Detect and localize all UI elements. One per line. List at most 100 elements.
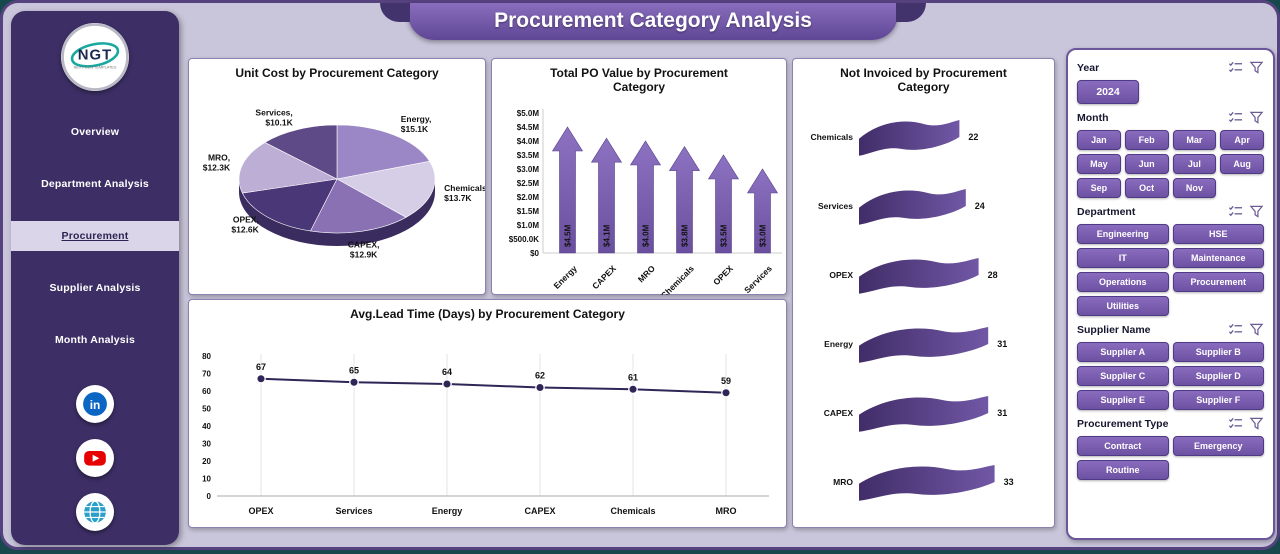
filter-option-supplier-b[interactable]: Supplier B	[1172, 342, 1264, 362]
filter-option-utilities[interactable]: Utilities	[1077, 296, 1169, 316]
multi-select-icon[interactable]	[1228, 204, 1243, 219]
filter-option-nov[interactable]: Nov	[1172, 178, 1217, 198]
multi-select-icon[interactable]	[1228, 60, 1243, 75]
svg-text:Chemicals: Chemicals	[810, 132, 853, 142]
svg-text:67: 67	[256, 362, 266, 372]
svg-text:Energy: Energy	[824, 339, 853, 349]
svg-text:40: 40	[202, 422, 211, 431]
filter-option-supplier-e[interactable]: Supplier E	[1077, 390, 1169, 410]
svg-text:10: 10	[202, 475, 211, 484]
svg-text:20: 20	[202, 457, 211, 466]
procurement-type-filter-label: Procurement Type	[1077, 417, 1169, 430]
filter-option-2024[interactable]: 2024	[1077, 80, 1139, 104]
svg-text:Energy: Energy	[551, 263, 579, 291]
svg-text:22: 22	[968, 132, 978, 142]
supplier-filter-label: Supplier Name	[1077, 323, 1151, 336]
clear-filter-icon[interactable]	[1249, 60, 1264, 75]
filter-option-emergency[interactable]: Emergency	[1172, 436, 1264, 456]
svg-text:MRO: MRO	[833, 477, 853, 487]
svg-text:60: 60	[202, 387, 211, 396]
sidebar: NGT NEXT GEN TEMPLATES Overview Departme…	[11, 11, 179, 545]
filter-option-operations[interactable]: Operations	[1077, 272, 1169, 292]
sidebar-item-supplier-analysis[interactable]: Supplier Analysis	[49, 282, 141, 294]
filter-panel: Year 2024 Month Jan Feb Mar Apr May Jun Jul Aug…	[1066, 48, 1275, 540]
ngt-logo: NGT NEXT GEN TEMPLATES	[61, 23, 129, 91]
linkedin-icon[interactable]: in	[76, 385, 114, 423]
globe-icon[interactable]	[76, 493, 114, 531]
svg-text:$4.0M: $4.0M	[642, 224, 651, 247]
svg-text:Energy,$15.1K: Energy, $15.1K	[401, 114, 432, 134]
svg-text:$4.1M: $4.1M	[603, 224, 612, 247]
procurement-type-filter-header: Procurement Type	[1077, 416, 1264, 431]
svg-text:CAPEX: CAPEX	[524, 506, 555, 516]
svg-text:OPEX: OPEX	[711, 263, 735, 287]
svg-text:MRO: MRO	[636, 263, 657, 284]
filter-option-may[interactable]: May	[1077, 154, 1121, 174]
svg-text:MRO: MRO	[716, 506, 737, 516]
filter-option-sep[interactable]: Sep	[1077, 178, 1121, 198]
filter-option-jun[interactable]: Jun	[1124, 154, 1169, 174]
youtube-icon[interactable]	[76, 439, 114, 477]
department-filter-label: Department	[1077, 205, 1136, 218]
filter-option-jul[interactable]: Jul	[1172, 154, 1217, 174]
svg-text:$1.5M: $1.5M	[517, 207, 540, 216]
clear-filter-icon[interactable]	[1249, 416, 1264, 431]
clear-filter-icon[interactable]	[1249, 322, 1264, 337]
svg-text:Chemicals,$13.7K: Chemicals, $13.7K	[444, 183, 485, 203]
filter-option-procurement[interactable]: Procurement	[1172, 272, 1264, 292]
svg-text:Services: Services	[335, 506, 372, 516]
unit-cost-pie-chart[interactable]: Energy, $15.1K Chemicals, $13.7K CAPEX, $12.9…	[189, 83, 485, 293]
total-po-value-bar-chart[interactable]: $5.0M $4.5M $4.0M $3.5M $3.0M $2.5M $2.0M $1.5M…	[492, 95, 786, 295]
svg-text:$2.0M: $2.0M	[517, 193, 540, 202]
filter-option-contract[interactable]: Contract	[1077, 436, 1169, 456]
svg-text:$4.5M: $4.5M	[564, 224, 573, 247]
filter-option-engineering[interactable]: Engineering	[1077, 224, 1169, 244]
filter-option-supplier-a[interactable]: Supplier A	[1077, 342, 1169, 362]
svg-text:$3.5M: $3.5M	[720, 224, 729, 247]
ngt-logo-graphic: NGT NEXT GEN TEMPLATES	[61, 23, 129, 91]
svg-text:31: 31	[997, 408, 1007, 418]
filter-option-feb[interactable]: Feb	[1124, 130, 1169, 150]
department-filter-header: Department	[1077, 204, 1264, 219]
sidebar-item-procurement[interactable]: Procurement	[11, 221, 179, 251]
social-links: in	[11, 385, 179, 531]
supplier-filter-header: Supplier Name	[1077, 322, 1264, 337]
svg-text:$3.5M: $3.5M	[517, 151, 540, 160]
unit-cost-panel: Unit Cost by Procurement Category Energy…	[188, 58, 486, 295]
not-invoiced-flag-chart[interactable]: Chemicals 22 Services 24 OPEX 28 Energy 31 CAPEX…	[793, 95, 1054, 525]
filter-option-routine[interactable]: Routine	[1077, 460, 1169, 480]
svg-text:Services: Services	[818, 201, 853, 211]
year-options: 2024	[1077, 80, 1264, 104]
filter-option-hse[interactable]: HSE	[1172, 224, 1264, 244]
multi-select-icon[interactable]	[1228, 322, 1243, 337]
svg-text:28: 28	[988, 270, 998, 280]
filter-option-maintenance[interactable]: Maintenance	[1172, 248, 1264, 268]
clear-filter-icon[interactable]	[1249, 110, 1264, 125]
svg-text:OPEX: OPEX	[248, 506, 273, 516]
year-filter-header: Year	[1077, 60, 1264, 75]
clear-filter-icon[interactable]	[1249, 204, 1264, 219]
sidebar-item-department-analysis[interactable]: Department Analysis	[41, 178, 149, 190]
svg-text:$3.8M: $3.8M	[681, 224, 690, 247]
filter-option-supplier-d[interactable]: Supplier D	[1172, 366, 1264, 386]
month-filter-header: Month	[1077, 110, 1264, 125]
svg-text:$1.0M: $1.0M	[517, 221, 540, 230]
filter-option-supplier-c[interactable]: Supplier C	[1077, 366, 1169, 386]
sidebar-item-month-analysis[interactable]: Month Analysis	[54, 334, 135, 346]
filter-option-aug[interactable]: Aug	[1220, 154, 1264, 174]
unit-cost-chart-title: Unit Cost by Procurement Category	[235, 66, 439, 80]
filter-option-apr[interactable]: Apr	[1220, 130, 1264, 150]
filter-option-mar[interactable]: Mar	[1172, 130, 1217, 150]
multi-select-icon[interactable]	[1228, 110, 1243, 125]
sidebar-item-overview[interactable]: Overview	[70, 126, 120, 138]
filter-option-oct[interactable]: Oct	[1124, 178, 1169, 198]
filter-option-jan[interactable]: Jan	[1077, 130, 1121, 150]
avg-lead-time-line-chart[interactable]: 0 10 20 30 40 50 60 70 80 67 OPEX 65 Services 64 Energ…	[189, 324, 786, 526]
filter-option-supplier-f[interactable]: Supplier F	[1172, 390, 1264, 410]
multi-select-icon[interactable]	[1228, 416, 1243, 431]
page-title-banner: Procurement Category Analysis	[380, 3, 926, 40]
svg-text:OPEX: OPEX	[829, 270, 853, 280]
svg-text:$4.5M: $4.5M	[517, 123, 540, 132]
filter-option-it[interactable]: IT	[1077, 248, 1169, 268]
